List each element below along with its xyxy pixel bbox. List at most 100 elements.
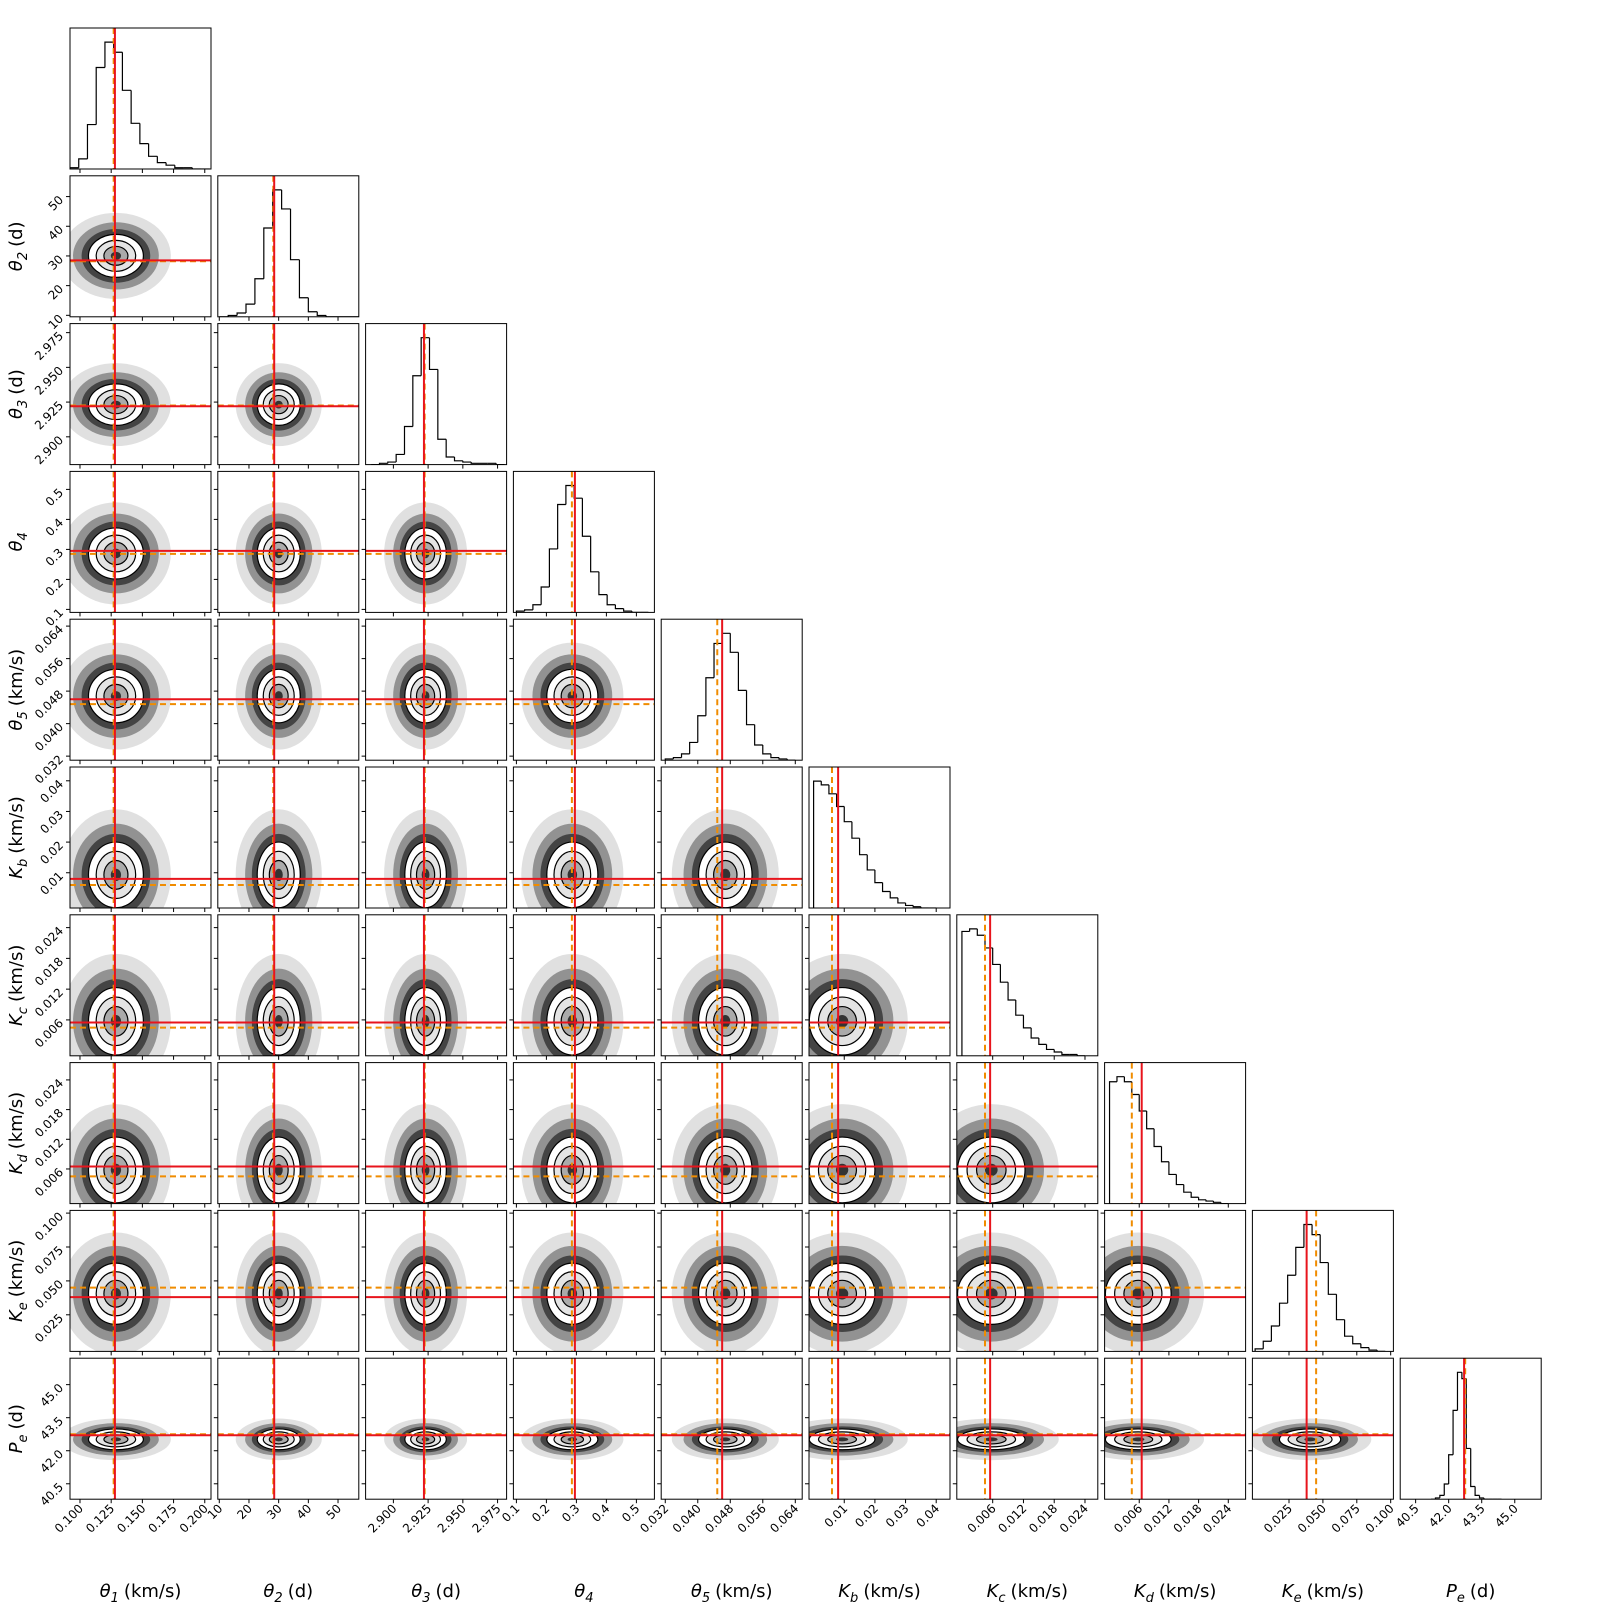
x-tick-label: 0.03 <box>883 1501 912 1530</box>
histogram-bin <box>812 780 822 908</box>
x-tick-label: 0.012 <box>995 1501 1029 1535</box>
histogram-bin <box>1470 1448 1476 1488</box>
histogram-bin <box>548 548 558 588</box>
x-tick-label: 0.025 <box>1261 1501 1295 1535</box>
label-unit: (km/s) <box>863 1581 920 1602</box>
panel-frame <box>512 618 655 761</box>
axis-label: θ2 (d) <box>263 1581 313 1605</box>
histogram-bin <box>606 594 616 606</box>
histogram-bin <box>1168 1161 1177 1176</box>
label-symbol: θ <box>6 720 27 731</box>
panel-content <box>1108 1062 1229 1204</box>
label-subscript: e <box>16 1435 31 1443</box>
label-symbol: K <box>838 1581 851 1602</box>
panel <box>213 1209 360 1356</box>
panel-content <box>70 471 211 613</box>
density-contour <box>110 251 122 260</box>
histogram-bin <box>697 715 706 743</box>
histogram-bin <box>532 604 542 610</box>
label-subscript: b <box>850 1591 858 1605</box>
x-tick-label: 42.0 <box>1426 1501 1455 1530</box>
histogram-bin <box>139 123 149 145</box>
panel-content <box>70 323 211 465</box>
panel-frame <box>956 1357 1099 1500</box>
label-subscript: 3 <box>422 1591 430 1605</box>
x-tick-label: 30 <box>264 1501 285 1522</box>
y-tick-label: 0.064 <box>32 622 66 656</box>
panel <box>509 1062 655 1208</box>
histogram-bin <box>598 571 608 596</box>
y-tick-label: 0.100 <box>32 1209 66 1243</box>
label-subscript: 4 <box>585 1591 593 1605</box>
histogram-bin <box>1335 1294 1345 1321</box>
label-subscript: c <box>16 1007 31 1014</box>
y-tick-label: 0.03 <box>37 808 66 837</box>
x-tick-label: 0.012 <box>1141 1501 1175 1535</box>
y-tick-label: 30 <box>45 252 66 273</box>
x-tick-label: 0.018 <box>1171 1501 1205 1535</box>
x-tick-label: 0.100 <box>52 1501 86 1535</box>
axis-label: Kd (km/s) <box>1134 1581 1217 1605</box>
histogram-bin <box>263 227 273 279</box>
histogram-bin <box>713 642 723 678</box>
axis-label: θ1 (km/s) <box>100 1581 182 1605</box>
label-subscript: c <box>998 1591 1005 1605</box>
panel-content <box>513 619 655 761</box>
histogram-bin <box>307 297 318 313</box>
histogram-bin <box>540 586 550 605</box>
panel <box>509 914 655 1060</box>
histogram-bin <box>1327 1262 1337 1295</box>
label-unit: (km/s) <box>6 796 27 853</box>
histogram-bin <box>1254 1348 1264 1352</box>
panel <box>213 470 360 617</box>
panel-content <box>809 1062 950 1204</box>
x-tick-label: 2.925 <box>400 1501 434 1535</box>
panel-frame <box>365 914 508 1057</box>
y-tick-label: 0.018 <box>32 955 66 989</box>
panel-content <box>371 323 505 465</box>
label-symbol: K <box>6 1161 27 1174</box>
x-tick-label: 40.5 <box>1393 1501 1422 1530</box>
histogram-bin <box>1287 1274 1296 1304</box>
panel-content <box>809 914 950 1056</box>
histogram-bin <box>881 882 891 893</box>
panel-content <box>1252 1358 1394 1500</box>
histogram-bin <box>874 869 883 884</box>
histogram-bin <box>961 930 970 1056</box>
panel <box>213 323 360 469</box>
x-tick-label: 0.006 <box>1111 1501 1145 1535</box>
histogram-bin <box>316 311 327 317</box>
panel <box>361 618 508 765</box>
label-symbol: K <box>987 1581 1000 1602</box>
y-tick-label: 0.01 <box>37 869 66 898</box>
panel-frame <box>365 1062 508 1205</box>
panel-content <box>217 1210 359 1352</box>
x-tick-label: 0.024 <box>1200 1501 1234 1535</box>
histogram-bin <box>1146 1110 1155 1130</box>
x-tick-label: 0.2 <box>529 1501 552 1524</box>
panel-content <box>1254 1210 1386 1352</box>
panel: 0.1 0.2 0.3 0.4 0.5 <box>499 1357 655 1525</box>
panel-frame <box>69 175 212 318</box>
panel <box>365 323 508 469</box>
axis-label: Ke (km/s) <box>1282 1581 1364 1605</box>
histogram-bin <box>78 158 88 168</box>
label-subscript: e <box>1457 1591 1465 1605</box>
x-tick-label: 50 <box>323 1501 344 1522</box>
histogram-bin <box>403 425 413 455</box>
panel <box>805 914 951 1060</box>
x-tick-label: 20 <box>234 1501 255 1522</box>
x-tick-label: 0.048 <box>702 1501 736 1535</box>
histogram-bin <box>1478 1495 1484 1499</box>
panel <box>657 766 803 912</box>
y-tick-label: 0.006 <box>32 1016 66 1050</box>
histogram-bin <box>835 793 845 808</box>
label-unit: (km/s) <box>1159 1581 1216 1602</box>
panel <box>213 914 360 1060</box>
panel <box>956 914 1099 1060</box>
panel-content <box>70 914 211 1056</box>
panel <box>808 766 951 912</box>
